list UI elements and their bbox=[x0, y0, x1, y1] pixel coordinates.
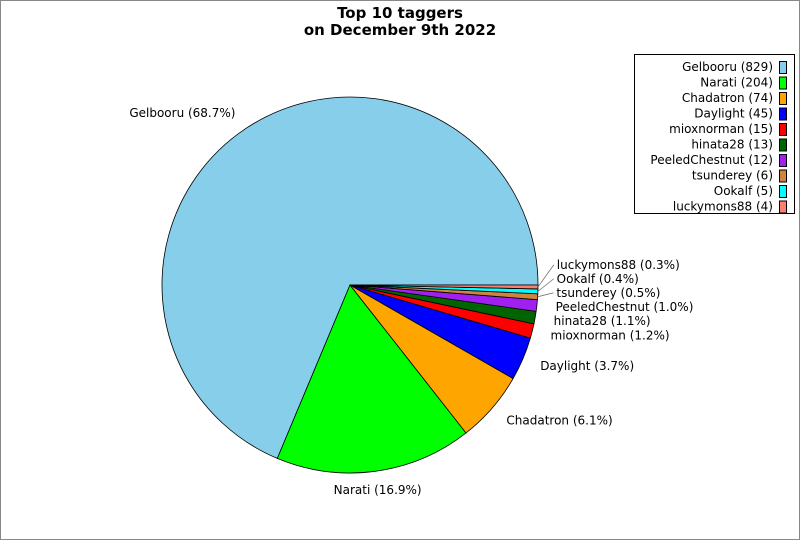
legend-label-narati: Narati (204) bbox=[700, 76, 773, 90]
legend: Gelbooru (829) Narati (204)Chadatron (74)… bbox=[634, 54, 795, 214]
slice-label-tsunderey: tsunderey (0.5%) bbox=[556, 286, 660, 300]
legend-swatch-daylight bbox=[779, 107, 787, 121]
leader-line-luckymons88 bbox=[537, 264, 555, 288]
legend-label-gelbooru: Gelbooru (829) bbox=[682, 60, 773, 74]
slice-label-peeledchestnut: PeeledChestnut (1.0%) bbox=[556, 300, 694, 314]
legend-swatch-ookalf bbox=[779, 185, 787, 198]
leader-line-ookalf bbox=[537, 278, 554, 292]
legend-label-ookalf: Ookalf (5) bbox=[714, 184, 773, 198]
legend-box bbox=[634, 54, 795, 214]
legend-label-tsunderey: tsunderey (6) bbox=[692, 169, 773, 183]
legend-label-chadatron: Chadatron (74) bbox=[682, 91, 773, 105]
slice-label-hinata28: hinata28 (1.1%) bbox=[554, 314, 651, 328]
legend-swatch-hinata28 bbox=[779, 138, 787, 152]
legend-swatch-peeledchestnut bbox=[779, 154, 787, 167]
chart-title-line-1: Top 10 taggers bbox=[337, 4, 463, 22]
slice-label-gelbooru: Gelbooru (68.7%) bbox=[129, 106, 235, 120]
legend-label-hinata28: hinata28 (13) bbox=[691, 138, 773, 152]
slice-label-ookalf: Ookalf (0.4%) bbox=[557, 272, 639, 286]
legend-swatch-luckymons88 bbox=[779, 200, 787, 214]
slice-label-mioxnorman: mioxnorman (1.2%) bbox=[551, 329, 670, 343]
legend-swatch-tsunderey bbox=[779, 169, 787, 183]
legend-label-luckymons88: luckymons88 (4) bbox=[673, 200, 773, 214]
legend-swatch-narati bbox=[779, 76, 787, 90]
slice-label-chadatron: Chadatron (6.1%) bbox=[506, 413, 612, 427]
chart-title-line-2: on December 9th 2022 bbox=[304, 21, 496, 39]
legend-swatch-gelbooru bbox=[779, 61, 787, 74]
slice-label-narati: Narati (16.9%) bbox=[334, 483, 422, 497]
slice-label-luckymons88: luckymons88 (0.3%) bbox=[557, 258, 680, 272]
pie-slice-narati bbox=[276, 284, 467, 474]
leader-line-tsunderey bbox=[537, 292, 554, 298]
pie-slice-gelbooru bbox=[161, 96, 539, 459]
legend-label-daylight: Daylight (45) bbox=[694, 107, 773, 121]
legend-swatch-mioxnorman bbox=[779, 123, 787, 136]
legend-swatch-chadatron bbox=[779, 92, 787, 105]
slice-label-daylight: Daylight (3.7%) bbox=[540, 359, 634, 373]
legend-label-peeledchestnut: PeeledChestnut (12) bbox=[650, 153, 773, 167]
legend-label-mioxnorman: mioxnorman (15) bbox=[669, 122, 773, 136]
